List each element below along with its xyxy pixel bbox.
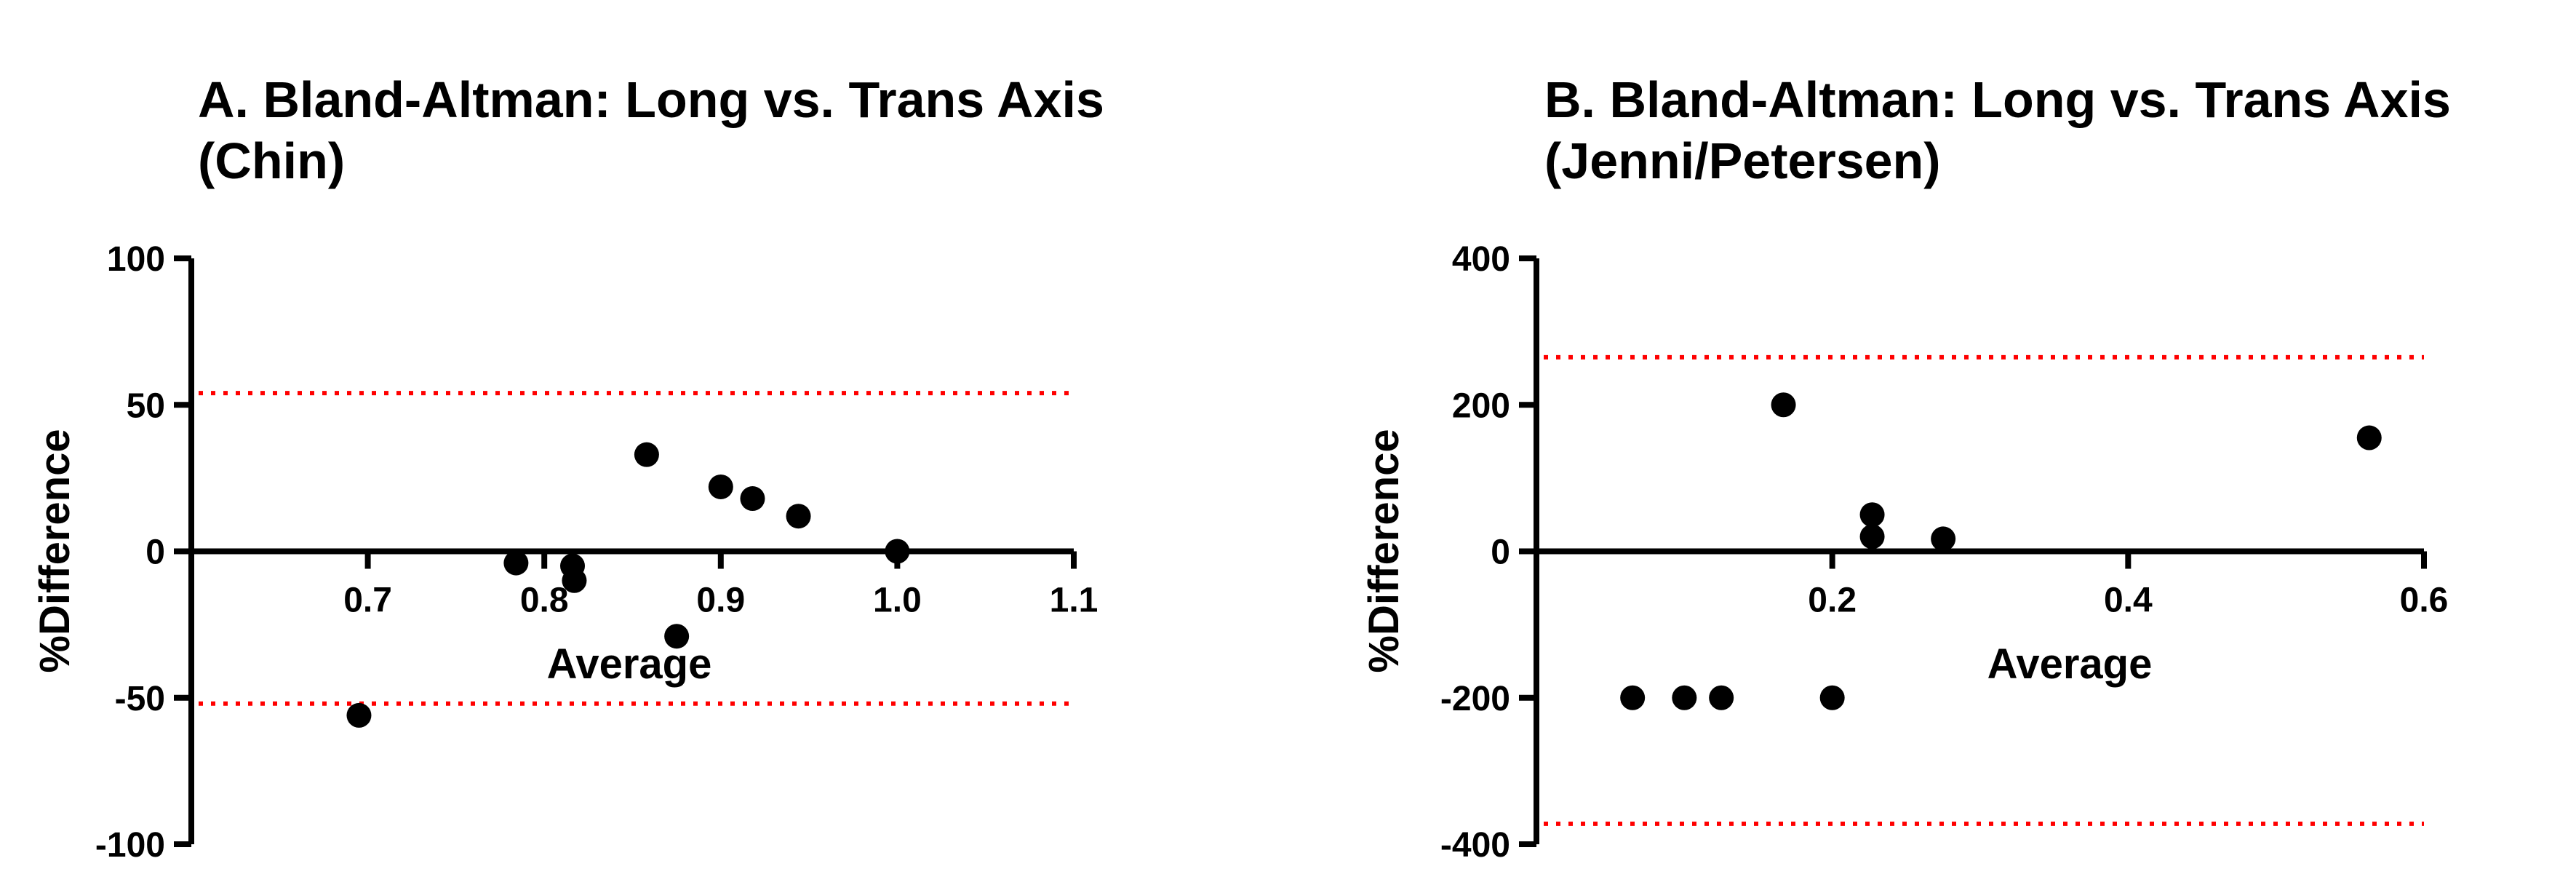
x-tick-label-b-0: 0.2 bbox=[1808, 582, 1857, 620]
x-axis-label-a: Average bbox=[547, 640, 712, 688]
chart-title-a-line1: A. Bland-Altman: Long vs. Trans Axis bbox=[198, 71, 1104, 128]
data-point-a-8 bbox=[786, 504, 811, 529]
y-tick-label-b-2: 0 bbox=[1491, 533, 1510, 572]
y-tick-label-a-2: 0 bbox=[145, 533, 165, 572]
y-tick-label-a-1: 50 bbox=[127, 386, 165, 425]
x-tick-label-b-1: 0.4 bbox=[2104, 582, 2153, 620]
scatter-plot-b: 400 200 0 -200 -400 0.2 0.4 0.6 Average %Differen… bbox=[1360, 240, 2449, 865]
x-tick-label-a-3: 1.0 bbox=[873, 582, 922, 620]
x-tick-label-b-2: 0.6 bbox=[2400, 582, 2449, 620]
data-point-a-6 bbox=[708, 474, 733, 499]
y-axis-label-b: %Difference bbox=[1360, 429, 1408, 672]
data-point-b-0 bbox=[1620, 685, 1646, 710]
x-axis-label-b: Average bbox=[1987, 640, 2153, 688]
data-point-a-4 bbox=[634, 442, 659, 467]
y-tick-label-b-3: -200 bbox=[1440, 680, 1510, 718]
data-point-b-2 bbox=[1709, 685, 1734, 710]
chart-title-b-line2: (Jenni/Petersen) bbox=[1544, 132, 1941, 189]
data-point-a-5 bbox=[664, 624, 690, 649]
chart-title-a-line2: (Chin) bbox=[198, 132, 346, 189]
x-tick-label-a-2: 0.9 bbox=[696, 582, 745, 620]
data-point-b-1 bbox=[1672, 685, 1697, 710]
data-point-b-4 bbox=[1819, 685, 1845, 710]
data-point-b-7 bbox=[1931, 526, 1956, 552]
chart-title-b-line1: B. Bland-Altman: Long vs. Trans Axis bbox=[1544, 71, 2451, 128]
x-tick-label-a-1: 0.8 bbox=[520, 582, 569, 620]
chart-title-b: B. Bland-Altman: Long vs. Trans Axis (Je… bbox=[1544, 69, 2451, 191]
data-point-a-0 bbox=[346, 702, 372, 728]
scatter-plot-a: 100 50 0 -50 -100 0.7 0.8 0.9 1.0 1.1 Average %Diff… bbox=[31, 240, 1098, 865]
y-axis-label-a: %Difference bbox=[31, 429, 79, 672]
data-point-b-8 bbox=[2356, 425, 2382, 451]
y-tick-label-b-0: 400 bbox=[1452, 240, 1510, 279]
chart-title-a: A. Bland-Altman: Long vs. Trans Axis (Ch… bbox=[198, 69, 1104, 191]
x-tick-label-a-4: 1.1 bbox=[1050, 582, 1098, 620]
y-tick-label-a-3: -50 bbox=[115, 680, 165, 718]
data-point-a-1 bbox=[503, 550, 529, 576]
data-point-a-3 bbox=[562, 568, 587, 593]
data-point-a-7 bbox=[740, 486, 765, 512]
x-tick-label-a-0: 0.7 bbox=[343, 582, 392, 620]
data-point-b-6 bbox=[1859, 524, 1885, 549]
y-tick-label-a-0: 100 bbox=[107, 240, 165, 279]
data-point-a-9 bbox=[885, 539, 910, 564]
y-tick-label-b-1: 200 bbox=[1452, 386, 1510, 425]
data-point-b-3 bbox=[1771, 392, 1796, 418]
chart-panel-a: A. Bland-Altman: Long vs. Trans Axis (Ch… bbox=[31, 69, 1104, 865]
chart-panel-b: B. Bland-Altman: Long vs. Trans Axis (Je… bbox=[1288, 0, 2575, 893]
data-point-b-5 bbox=[1859, 502, 1885, 528]
y-tick-label-a-4: -100 bbox=[95, 826, 165, 865]
y-tick-label-b-4: -400 bbox=[1440, 826, 1510, 865]
